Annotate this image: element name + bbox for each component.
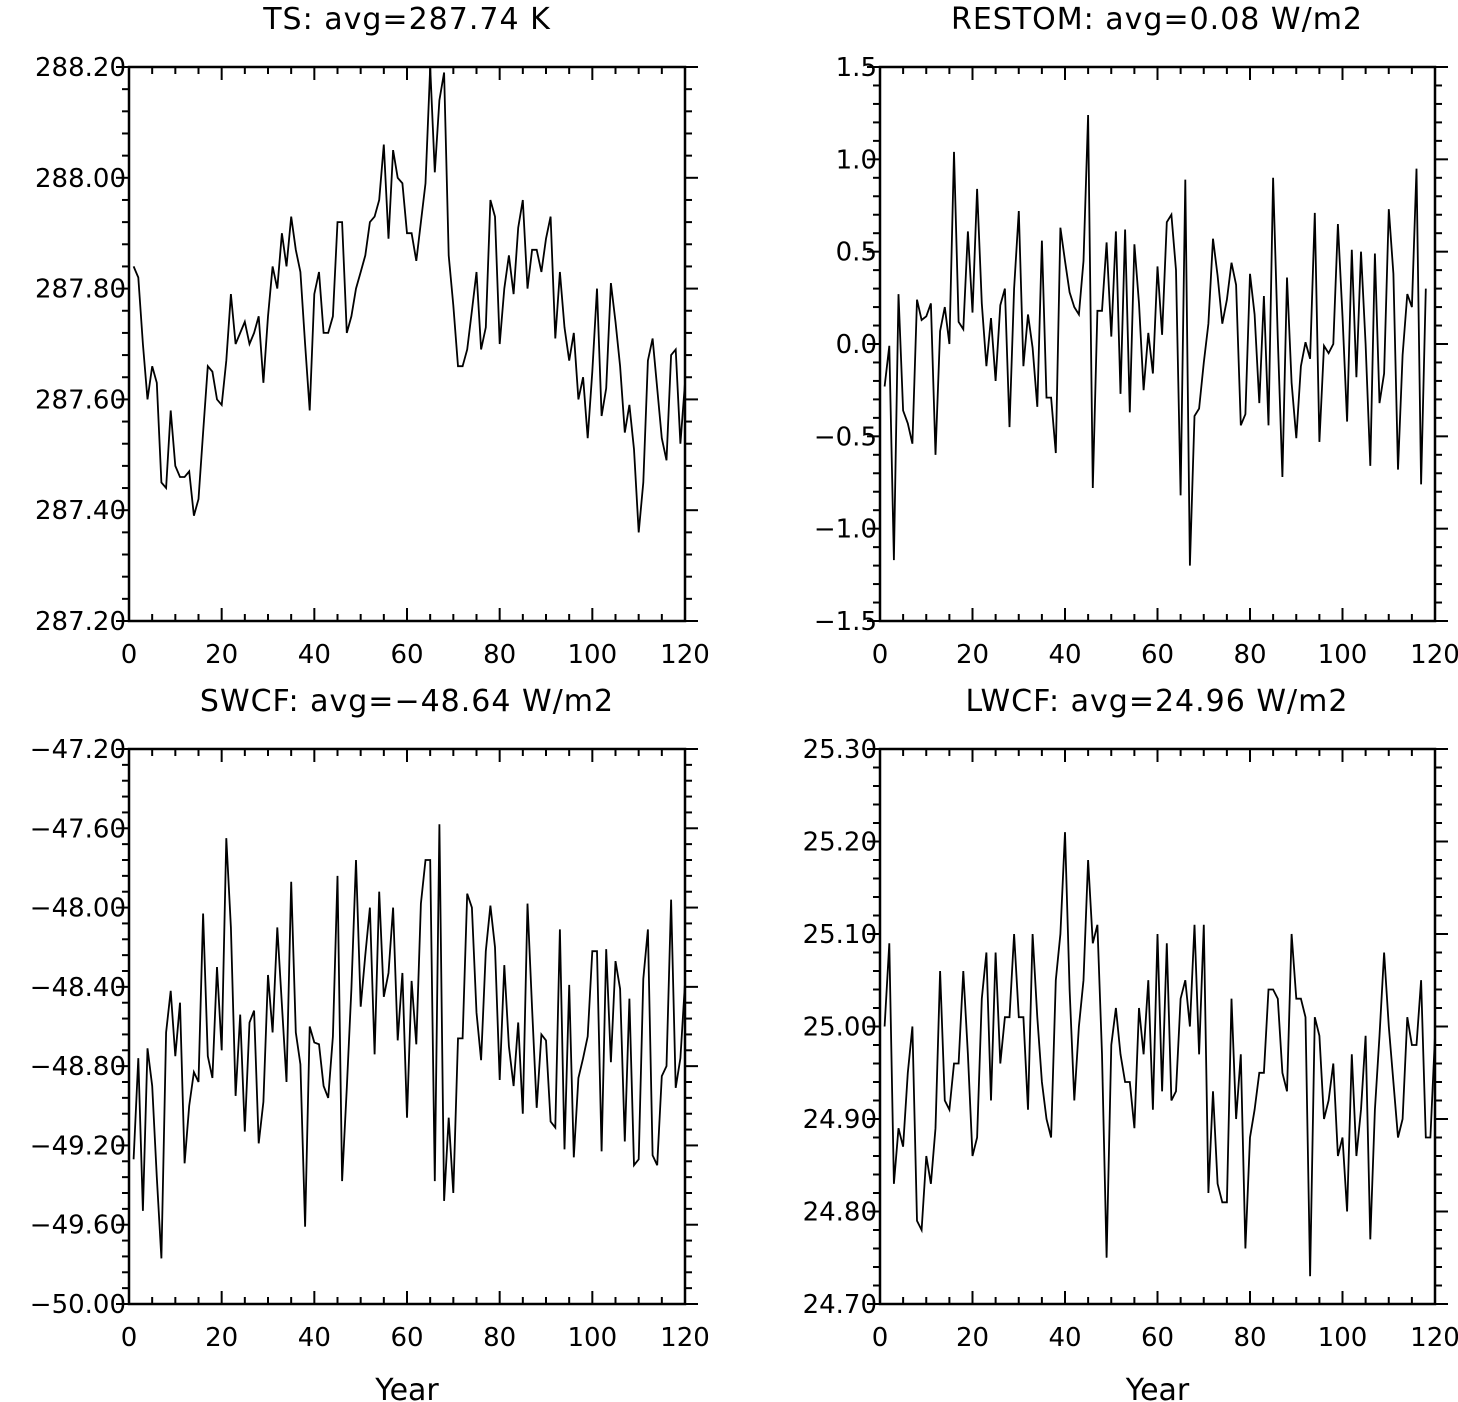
panel-swcf: 0 20 40 60 80 100 120 −50.00 −49.60 −49.20 −48.80 −… bbox=[30, 684, 710, 1402]
x-axis-label-swcf: Year bbox=[374, 1373, 439, 1402]
plot-frame-restom bbox=[878, 65, 1437, 623]
x-tick-label: 120 bbox=[660, 1323, 710, 1353]
x-tick-label: 40 bbox=[1048, 1323, 1081, 1353]
y-tick-label: 25.30 bbox=[803, 735, 877, 765]
x-tick-label: 0 bbox=[121, 1323, 138, 1353]
ticks-lwcf bbox=[867, 748, 1448, 1305]
panel-ts: 0 20 40 60 80 100 120 287.20 287.40 287.60 287.80 2… bbox=[35, 2, 710, 670]
series-line-restom bbox=[883, 114, 1427, 566]
panel-lwcf: 0 20 40 60 80 100 120 24.70 24.80 24.90 25.00 25.10… bbox=[803, 684, 1458, 1402]
y-tick-label: 0.0 bbox=[836, 330, 877, 360]
tick-labels-restom: 0 20 40 60 80 100 120 −1.5 −1.0 −0.5 0.0 0.5 1.0 1.5 bbox=[814, 53, 1458, 670]
ticks-ts bbox=[116, 66, 698, 622]
x-tick-label: 40 bbox=[298, 1323, 331, 1353]
y-tick-label: 287.20 bbox=[35, 607, 126, 637]
plot-frame-swcf bbox=[127, 747, 687, 1306]
chart-title-ts: TS: avg=287.74 K bbox=[262, 2, 551, 37]
x-tick-label: 120 bbox=[1410, 640, 1458, 670]
x-axis-label-lwcf: Year bbox=[1125, 1373, 1190, 1402]
x-tick-label: 20 bbox=[205, 640, 238, 670]
y-tick-label: 25.10 bbox=[803, 920, 877, 950]
x-tick-label: 20 bbox=[956, 640, 989, 670]
y-tick-label: 288.20 bbox=[35, 53, 126, 83]
x-tick-label: 80 bbox=[1233, 1323, 1266, 1353]
x-tick-label: 120 bbox=[660, 640, 710, 670]
x-tick-label: 60 bbox=[390, 640, 423, 670]
series-line-ts bbox=[132, 66, 686, 533]
x-tick-label: 60 bbox=[1141, 1323, 1174, 1353]
y-tick-label: −48.40 bbox=[30, 973, 126, 1003]
tick-labels-ts: 0 20 40 60 80 100 120 287.20 287.40 287.60 287.80 2… bbox=[35, 53, 710, 670]
x-tick-label: 80 bbox=[483, 640, 516, 670]
x-tick-label: 60 bbox=[1141, 640, 1174, 670]
y-tick-label: 0.5 bbox=[836, 238, 877, 268]
y-tick-label: −47.20 bbox=[30, 735, 126, 765]
x-tick-label: 120 bbox=[1410, 1323, 1458, 1353]
chart-title-restom: RESTOM: avg=0.08 W/m2 bbox=[951, 2, 1363, 37]
y-tick-label: 287.40 bbox=[35, 496, 126, 526]
y-tick-label: −48.00 bbox=[30, 894, 126, 924]
y-tick-label: 24.80 bbox=[803, 1198, 877, 1228]
x-tick-label: 100 bbox=[1318, 1323, 1368, 1353]
plot-frame-lwcf bbox=[878, 747, 1437, 1306]
x-tick-label: 100 bbox=[568, 640, 618, 670]
y-tick-label: 1.5 bbox=[836, 53, 877, 83]
x-tick-label: 0 bbox=[872, 1323, 889, 1353]
y-tick-label: 24.70 bbox=[803, 1290, 877, 1320]
y-tick-label: −48.80 bbox=[30, 1052, 126, 1082]
y-tick-label: 1.0 bbox=[836, 145, 877, 175]
y-tick-label: −50.00 bbox=[30, 1290, 126, 1320]
y-tick-label: 25.20 bbox=[803, 828, 877, 858]
x-tick-label: 40 bbox=[298, 640, 331, 670]
series-line-lwcf bbox=[883, 832, 1436, 1277]
y-tick-label: 25.00 bbox=[803, 1013, 877, 1043]
panel-restom: 0 20 40 60 80 100 120−1.5−1.0−0.50.00.51.01.5 … bbox=[814, 2, 1458, 670]
plot-frame-ts bbox=[127, 65, 687, 623]
chart-title-swcf: SWCF: avg=−48.64 W/m2 bbox=[200, 684, 614, 719]
x-tick-label: 80 bbox=[1233, 640, 1266, 670]
y-tick-label: −47.60 bbox=[30, 814, 126, 844]
chart-title-lwcf: LWCF: avg=24.96 W/m2 bbox=[966, 684, 1349, 719]
y-tick-label: −0.5 bbox=[814, 422, 877, 452]
ticks-swcf bbox=[116, 748, 698, 1305]
y-tick-label: 288.00 bbox=[35, 164, 126, 194]
tick-labels-swcf: 0 20 40 60 80 100 120 −50.00 −49.60 −49.20 −48.80 −… bbox=[30, 735, 710, 1353]
y-tick-label: −49.60 bbox=[30, 1211, 126, 1241]
x-tick-label: 60 bbox=[390, 1323, 423, 1353]
y-tick-label: 24.90 bbox=[803, 1105, 877, 1135]
series-line-swcf bbox=[132, 824, 686, 1259]
tick-labels-lwcf: 0 20 40 60 80 100 120 24.70 24.80 24.90 25.00 25.10… bbox=[803, 735, 1458, 1353]
x-tick-label: 100 bbox=[568, 1323, 618, 1353]
x-tick-label: 100 bbox=[1318, 640, 1368, 670]
y-tick-label: 287.80 bbox=[35, 275, 126, 305]
x-tick-label: 40 bbox=[1048, 640, 1081, 670]
y-tick-label: −1.0 bbox=[814, 515, 877, 545]
x-tick-label: 0 bbox=[121, 640, 138, 670]
x-tick-label: 20 bbox=[205, 1323, 238, 1353]
y-tick-label: −1.5 bbox=[814, 607, 877, 637]
x-tick-label: 80 bbox=[483, 1323, 516, 1353]
x-tick-label: 0 bbox=[872, 640, 889, 670]
y-tick-label: −49.20 bbox=[30, 1131, 126, 1161]
ticks-restom bbox=[867, 66, 1448, 622]
x-tick-label: 20 bbox=[956, 1323, 989, 1353]
y-tick-label: 287.60 bbox=[35, 385, 126, 415]
